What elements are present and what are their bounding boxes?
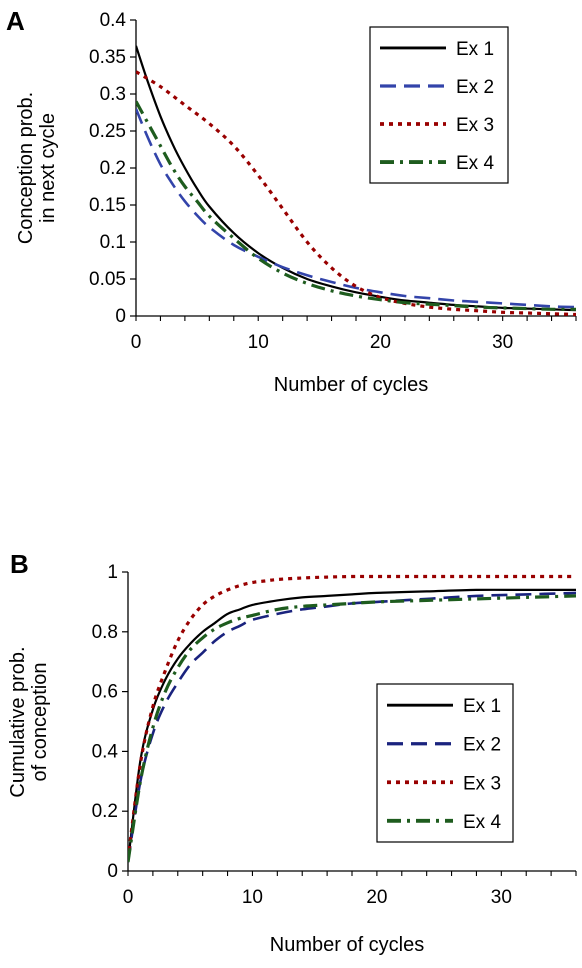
x-tick-label: 0 bbox=[123, 887, 134, 908]
y-axis-label: of conception bbox=[29, 663, 51, 782]
y-tick-label: 0.25 bbox=[89, 121, 126, 142]
series-line-ex-4 bbox=[128, 594, 576, 863]
y-tick-label: 0.4 bbox=[100, 10, 127, 31]
x-tick-label: 20 bbox=[370, 332, 391, 353]
y-tick-label: 0.4 bbox=[92, 741, 119, 762]
x-axis-label: Number of cycles bbox=[270, 934, 425, 956]
series-line-ex-2 bbox=[136, 108, 576, 309]
x-axis-label: Number of cycles bbox=[274, 374, 429, 396]
y-tick-label: 0 bbox=[115, 306, 126, 327]
y-tick-label: 0 bbox=[107, 861, 118, 882]
y-tick-label: 0.1 bbox=[100, 232, 126, 253]
chart-panel-a: A 0 0.05 0.1 0.15 0.2 0.25 0.3 0.35 0.4 0 10 20 30 Num… bbox=[6, 6, 577, 396]
legend-label: Ex 1 bbox=[456, 39, 494, 60]
x-tick-label: 10 bbox=[242, 887, 263, 908]
x-tick-label: 30 bbox=[492, 332, 513, 353]
y-axis-label: in next cycle bbox=[37, 113, 59, 223]
y-tick-label: 0.2 bbox=[100, 158, 126, 179]
legend-label: Ex 2 bbox=[463, 735, 501, 756]
y-tick-label: 1 bbox=[107, 562, 118, 583]
y-tick-label: 0.2 bbox=[92, 801, 118, 822]
panel-label: A bbox=[6, 6, 25, 36]
legend-label: Ex 1 bbox=[463, 696, 501, 717]
x-tick-label: 0 bbox=[131, 332, 142, 353]
legend-box bbox=[376, 683, 514, 843]
series-line-ex-3 bbox=[136, 70, 576, 317]
y-axis-label: Cumulative prob. bbox=[7, 646, 29, 797]
y-tick-label: 0.15 bbox=[89, 195, 126, 216]
series-line-ex-3 bbox=[128, 574, 576, 860]
y-tick-label: 0.3 bbox=[100, 84, 126, 105]
legend-label: Ex 3 bbox=[456, 115, 494, 136]
y-tick-label: 0.35 bbox=[89, 47, 126, 68]
y-tick-label: 0.05 bbox=[89, 269, 126, 290]
legend: Ex 1 Ex 2 Ex 3 Ex 4 bbox=[369, 26, 509, 184]
legend-label: Ex 4 bbox=[456, 153, 494, 174]
x-tick-label: 10 bbox=[248, 332, 269, 353]
legend-label: Ex 3 bbox=[463, 773, 501, 794]
x-tick-label: 20 bbox=[366, 887, 387, 908]
panel-label: B bbox=[10, 549, 29, 579]
y-tick-label: 0.8 bbox=[92, 622, 118, 643]
legend-box bbox=[369, 26, 509, 184]
x-tick-label: 30 bbox=[491, 887, 512, 908]
series-line-ex-1 bbox=[128, 588, 576, 863]
y-axis-label: Conception prob. bbox=[15, 92, 37, 244]
legend-label: Ex 4 bbox=[463, 812, 501, 833]
series-line-ex-4 bbox=[136, 100, 576, 311]
series-line-ex-1 bbox=[136, 45, 576, 312]
y-tick-label: 0.6 bbox=[92, 682, 118, 703]
legend-label: Ex 2 bbox=[456, 77, 494, 98]
legend: Ex 1 Ex 2 Ex 3 Ex 4 bbox=[376, 683, 514, 843]
